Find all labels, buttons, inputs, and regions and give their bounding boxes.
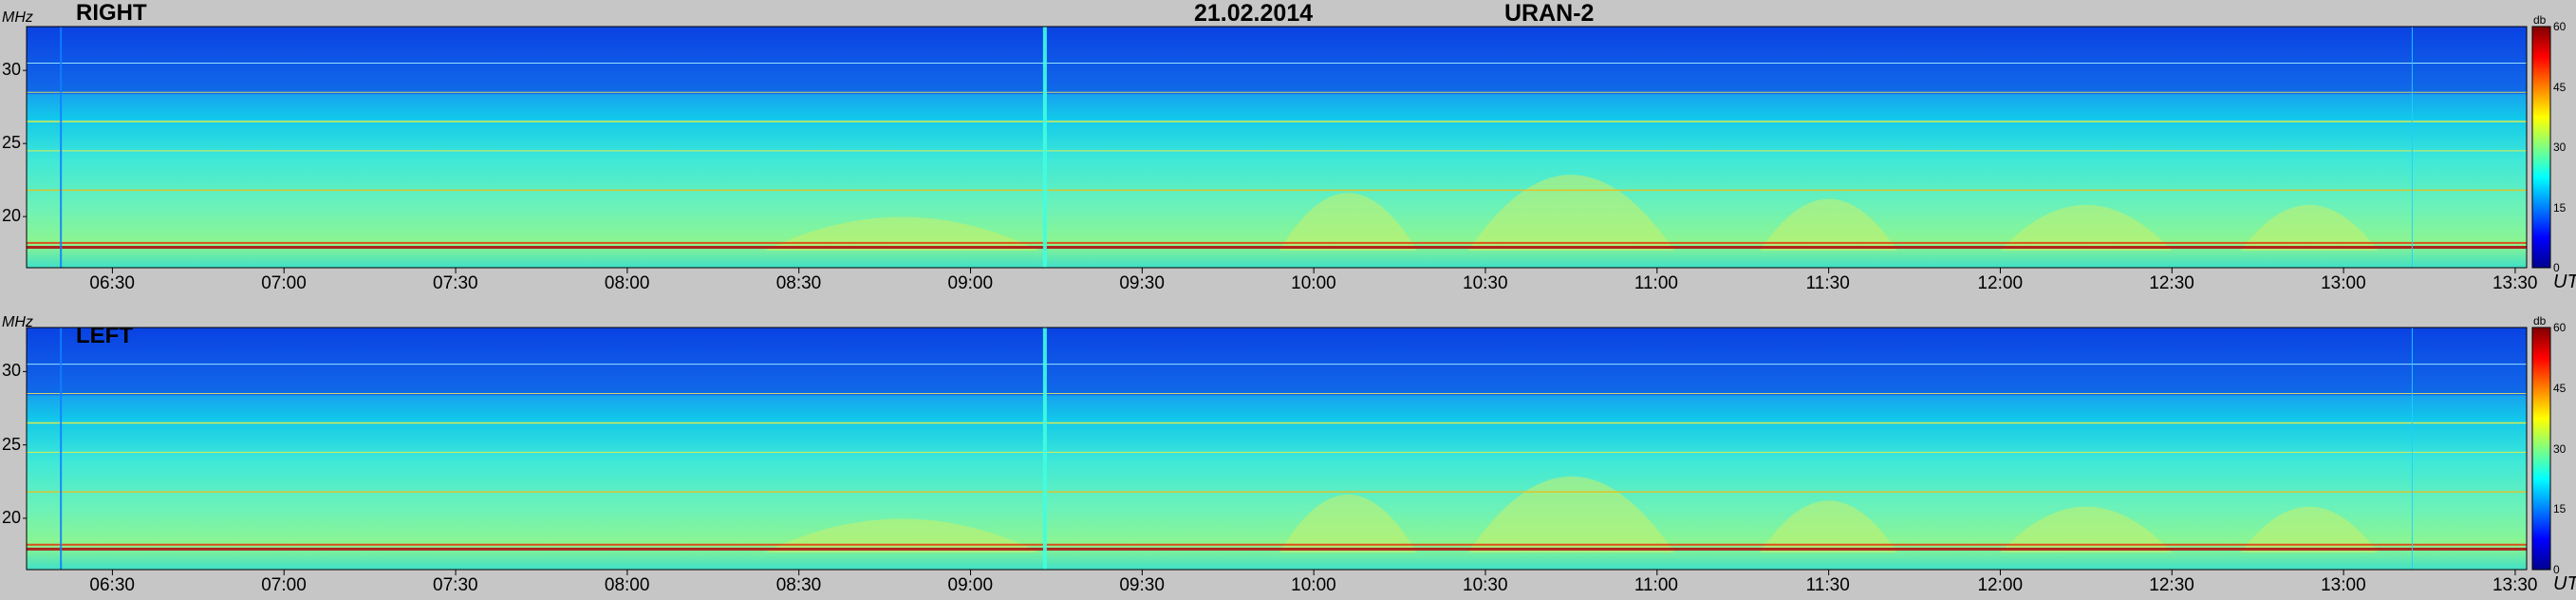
y-tick-label: 20 xyxy=(2,507,22,527)
colorbar-tick-label: 60 xyxy=(2553,20,2567,33)
x-tick-label: 08:30 xyxy=(775,273,822,293)
upper-quiet-band xyxy=(27,328,2527,396)
date-title: 21.02.2014 xyxy=(1194,0,1314,27)
spectrogram-panel-right xyxy=(23,26,2551,273)
emission-burst xyxy=(1279,193,1417,251)
x-tick-label: 11:30 xyxy=(1805,575,1850,595)
x-tick-label: 11:30 xyxy=(1805,273,1850,293)
colorbar-tick-label: 15 xyxy=(2553,200,2567,215)
y-tick-label: 20 xyxy=(2,206,22,226)
panel-label: RIGHT xyxy=(76,0,147,26)
y-tick-label: 30 xyxy=(2,60,22,80)
x-tick-label: 10:00 xyxy=(1291,273,1336,293)
x-axis-unit-label: UT xyxy=(2553,573,2576,594)
x-tick-label: 09:00 xyxy=(947,273,994,293)
emission-burst xyxy=(1279,494,1417,553)
x-tick-label: 12:30 xyxy=(2149,273,2194,293)
y-tick-label: 25 xyxy=(2,133,22,153)
colorbar-tick-label: 30 xyxy=(2553,141,2567,154)
y-tick-label: 30 xyxy=(2,361,22,381)
colorbar-tick-label: 0 xyxy=(2553,563,2560,576)
x-tick-label: 08:30 xyxy=(775,575,822,595)
x-tick-label: 06:30 xyxy=(89,273,135,293)
x-tick-label: 08:00 xyxy=(604,273,650,293)
emission-burst xyxy=(1467,476,1674,553)
plot-frame xyxy=(26,327,2528,571)
colorbar-tick-label: 45 xyxy=(2553,381,2567,395)
x-tick-label: 11:00 xyxy=(1633,273,1678,293)
emission-burst xyxy=(2000,204,2173,251)
colorbar-tick-label: 45 xyxy=(2553,80,2567,94)
x-tick-label: 09:30 xyxy=(1119,575,1165,595)
emission-burst xyxy=(2240,204,2379,251)
x-tick-label: 13:30 xyxy=(2492,273,2538,293)
x-tick-label: 07:00 xyxy=(261,575,307,595)
x-axis-unit-label: UT xyxy=(2553,272,2576,292)
colorbar xyxy=(2531,327,2551,571)
emission-burst xyxy=(1760,500,1897,553)
x-tick-label: 10:30 xyxy=(1463,575,1508,595)
x-tick-label: 07:00 xyxy=(261,273,307,293)
x-tick-label: 12:00 xyxy=(1977,273,2024,293)
panel-label: LEFT xyxy=(76,323,133,348)
emission-burst xyxy=(2000,506,2173,553)
x-tick-label: 13:00 xyxy=(2321,575,2366,595)
x-tick-label: 08:00 xyxy=(604,575,650,595)
x-tick-label: 13:00 xyxy=(2321,273,2366,293)
y-axis-unit-label: MHz xyxy=(2,9,33,26)
x-tick-label: 06:30 xyxy=(89,575,135,595)
emission-burst xyxy=(1467,175,1674,251)
y-axis-unit-label: MHz xyxy=(2,314,33,330)
x-tick-label: 12:30 xyxy=(2149,575,2194,595)
colorbar-tick-label: 30 xyxy=(2553,441,2567,456)
x-tick-label: 10:00 xyxy=(1291,575,1336,595)
upper-quiet-band xyxy=(27,27,2527,95)
colorbar-unit-label: db xyxy=(2533,314,2547,328)
x-tick-label: 07:30 xyxy=(433,575,478,595)
x-tick-label: 09:30 xyxy=(1119,273,1165,293)
colorbar-tick-label: 15 xyxy=(2553,502,2567,516)
plot-frame xyxy=(26,26,2528,269)
x-tick-label: 11:00 xyxy=(1633,575,1678,595)
spectrogram-panel-left xyxy=(23,327,2551,575)
colorbar xyxy=(2531,26,2551,269)
x-tick-label: 13:30 xyxy=(2492,575,2538,595)
emission-burst xyxy=(2240,506,2379,553)
emission-burst xyxy=(1760,198,1897,251)
colorbar-tick-label: 0 xyxy=(2553,261,2560,274)
colorbar-unit-label: db xyxy=(2533,13,2547,27)
x-tick-label: 09:00 xyxy=(947,575,994,595)
x-tick-label: 07:30 xyxy=(433,273,478,293)
x-tick-label: 10:30 xyxy=(1463,273,1508,293)
y-tick-label: 25 xyxy=(2,434,22,454)
x-tick-label: 12:00 xyxy=(1977,575,2024,595)
instrument-title: URAN-2 xyxy=(1504,0,1595,27)
colorbar-tick-label: 60 xyxy=(2553,321,2567,334)
